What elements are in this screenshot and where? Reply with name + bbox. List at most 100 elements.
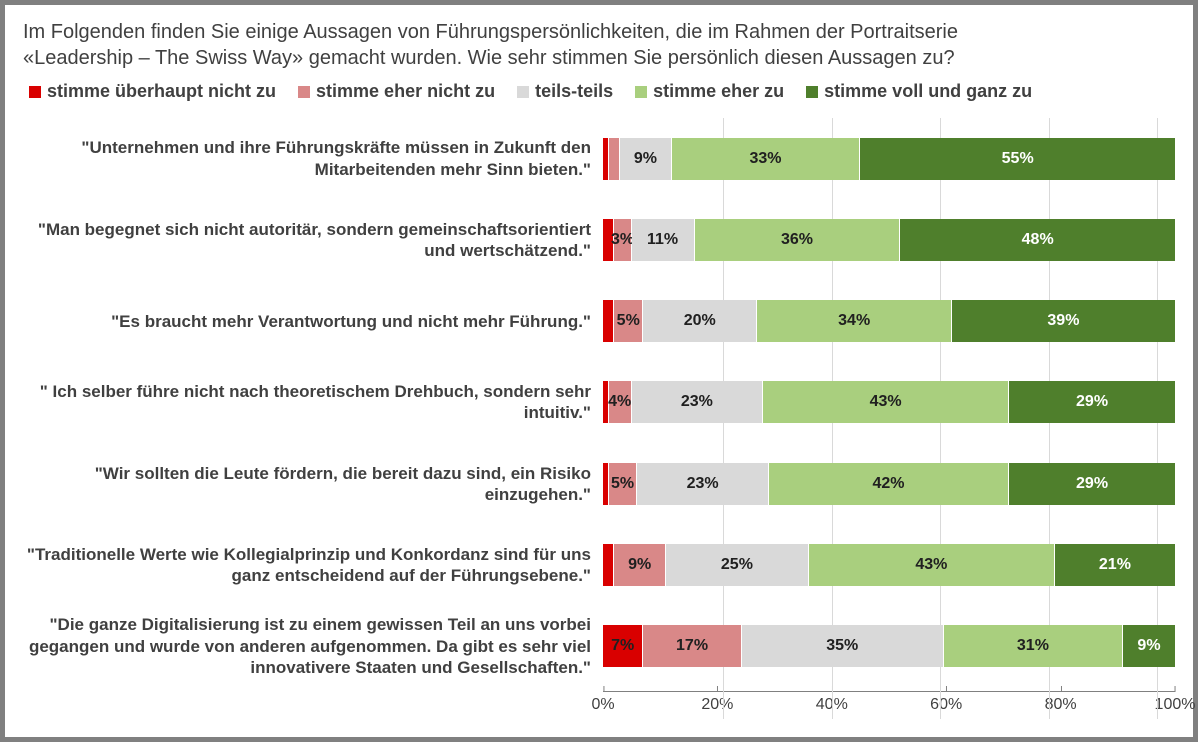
bar-segment: 9% bbox=[620, 138, 671, 180]
bar-segment: 23% bbox=[637, 463, 769, 505]
x-axis-ticks: 0%20%40%60%80%100% bbox=[603, 691, 1175, 719]
segment-value: 43% bbox=[915, 556, 947, 574]
segment-value: 43% bbox=[870, 393, 902, 411]
segment-value: 9% bbox=[628, 556, 651, 574]
bar-segment: 9% bbox=[1123, 625, 1175, 667]
legend-item: stimme voll und ganz zu bbox=[806, 81, 1032, 102]
stacked-bar: 4% 23% 43% 29% bbox=[603, 381, 1175, 423]
segment-value: 5% bbox=[617, 312, 640, 330]
bar-segment: 7% bbox=[603, 625, 643, 667]
legend-swatch bbox=[517, 86, 529, 98]
bar-segment: 5% bbox=[614, 300, 643, 342]
chart-legend: stimme überhaupt nicht zu stimme eher nic… bbox=[23, 81, 1175, 102]
segment-value: 9% bbox=[1137, 637, 1160, 655]
segment-value: 20% bbox=[684, 312, 716, 330]
segment-value: 23% bbox=[687, 475, 719, 493]
axis-spacer bbox=[23, 691, 603, 719]
bar-segment bbox=[603, 544, 614, 586]
stacked-bar: 5% 20% 34% 39% bbox=[603, 300, 1175, 342]
bar-wrap: 3% 11% 36% 48% bbox=[603, 204, 1175, 276]
x-tick: 40% bbox=[816, 686, 848, 714]
legend-label: stimme voll und ganz zu bbox=[824, 81, 1032, 102]
bar-wrap: 7% 17% 35% 31% 9% bbox=[603, 610, 1175, 682]
segment-value: 25% bbox=[721, 556, 753, 574]
segment-value: 42% bbox=[872, 475, 904, 493]
legend-label: stimme überhaupt nicht zu bbox=[47, 81, 276, 102]
row-label: "Es braucht mehr Verantwortung und nicht… bbox=[23, 311, 603, 332]
x-axis: 0%20%40%60%80%100% bbox=[23, 691, 1175, 719]
bar-segment bbox=[603, 300, 614, 342]
row-label: " Ich selber führe nicht nach theoretisc… bbox=[23, 381, 603, 424]
bar-segment: 21% bbox=[1055, 544, 1175, 586]
bar-segment: 55% bbox=[860, 138, 1175, 180]
segment-value: 9% bbox=[634, 150, 657, 168]
bar-segment: 31% bbox=[944, 625, 1123, 667]
bar-segment: 9% bbox=[614, 544, 665, 586]
chart-rows: "Unternehmen und ihre Führungskräfte müs… bbox=[23, 118, 1175, 687]
title-line-2: «Leadership – The Swiss Way» gemacht wur… bbox=[23, 47, 955, 69]
stacked-bar: 5% 23% 42% 29% bbox=[603, 463, 1175, 505]
segment-value: 35% bbox=[826, 637, 858, 655]
segment-value: 29% bbox=[1076, 475, 1108, 493]
x-tick: 0% bbox=[591, 686, 614, 714]
row-label: "Traditionelle Werte wie Kollegialprinzi… bbox=[23, 544, 603, 587]
chart-row: "Wir sollten die Leute fördern, die bere… bbox=[23, 448, 1175, 520]
segment-value: 7% bbox=[611, 637, 634, 655]
x-tick: 20% bbox=[701, 686, 733, 714]
row-label: "Die ganze Digitalisierung ist zu einem … bbox=[23, 614, 603, 678]
bar-segment: 17% bbox=[643, 625, 741, 667]
bar-wrap: 4% 23% 43% 29% bbox=[603, 366, 1175, 438]
bar-wrap: 9% 25% 43% 21% bbox=[603, 529, 1175, 601]
chart-row: "Man begegnet sich nicht autoritär, sond… bbox=[23, 204, 1175, 276]
legend-swatch bbox=[298, 86, 310, 98]
bar-segment: 43% bbox=[809, 544, 1055, 586]
segment-value: 55% bbox=[1002, 150, 1034, 168]
segment-value: 34% bbox=[838, 312, 870, 330]
bar-segment: 34% bbox=[757, 300, 951, 342]
legend-label: stimme eher zu bbox=[653, 81, 784, 102]
chart-row: "Traditionelle Werte wie Kollegialprinzi… bbox=[23, 529, 1175, 601]
legend-item: stimme überhaupt nicht zu bbox=[29, 81, 276, 102]
bar-wrap: 9% 33% 55% bbox=[603, 123, 1175, 195]
chart-frame: Im Folgenden finden Sie einige Aussagen … bbox=[0, 0, 1198, 742]
bar-wrap: 5% 23% 42% 29% bbox=[603, 448, 1175, 520]
x-tick: 80% bbox=[1045, 686, 1077, 714]
segment-value: 48% bbox=[1022, 231, 1054, 249]
bar-segment: 5% bbox=[609, 463, 638, 505]
segment-value: 33% bbox=[749, 150, 781, 168]
bar-wrap: 5% 20% 34% 39% bbox=[603, 285, 1175, 357]
legend-item: stimme eher zu bbox=[635, 81, 784, 102]
bar-segment: 35% bbox=[742, 625, 944, 667]
row-label: "Unternehmen und ihre Führungskräfte müs… bbox=[23, 137, 603, 180]
bar-segment: 43% bbox=[763, 381, 1009, 423]
segment-value: 11% bbox=[647, 231, 678, 249]
stacked-bar: 7% 17% 35% 31% 9% bbox=[603, 625, 1175, 667]
segment-value: 39% bbox=[1047, 312, 1079, 330]
segment-value: 17% bbox=[676, 637, 708, 655]
legend-item: teils-teils bbox=[517, 81, 613, 102]
bar-segment: 33% bbox=[672, 138, 861, 180]
segment-value: 5% bbox=[611, 475, 634, 493]
plot-region: "Unternehmen und ihre Führungskräfte müs… bbox=[23, 118, 1175, 719]
segment-value: 21% bbox=[1099, 556, 1131, 574]
stacked-bar: 9% 25% 43% 21% bbox=[603, 544, 1175, 586]
row-label: "Man begegnet sich nicht autoritär, sond… bbox=[23, 219, 603, 262]
chart-row: " Ich selber führe nicht nach theoretisc… bbox=[23, 366, 1175, 438]
title-line-1: Im Folgenden finden Sie einige Aussagen … bbox=[23, 21, 958, 43]
legend-swatch bbox=[806, 86, 818, 98]
segment-value: 23% bbox=[681, 393, 713, 411]
legend-label: teils-teils bbox=[535, 81, 613, 102]
segment-value: 31% bbox=[1017, 637, 1049, 655]
bar-segment bbox=[609, 138, 620, 180]
bar-segment: 3% bbox=[614, 219, 631, 261]
legend-item: stimme eher nicht zu bbox=[298, 81, 495, 102]
segment-value: 29% bbox=[1076, 393, 1108, 411]
segment-value: 36% bbox=[781, 231, 813, 249]
bar-segment: 39% bbox=[952, 300, 1175, 342]
bar-segment: 29% bbox=[1009, 463, 1175, 505]
segment-value: 4% bbox=[608, 393, 631, 411]
chart-title: Im Folgenden finden Sie einige Aussagen … bbox=[23, 19, 1175, 71]
bar-segment: 23% bbox=[632, 381, 764, 423]
x-tick: 100% bbox=[1155, 686, 1196, 714]
chart-row: "Die ganze Digitalisierung ist zu einem … bbox=[23, 610, 1175, 682]
